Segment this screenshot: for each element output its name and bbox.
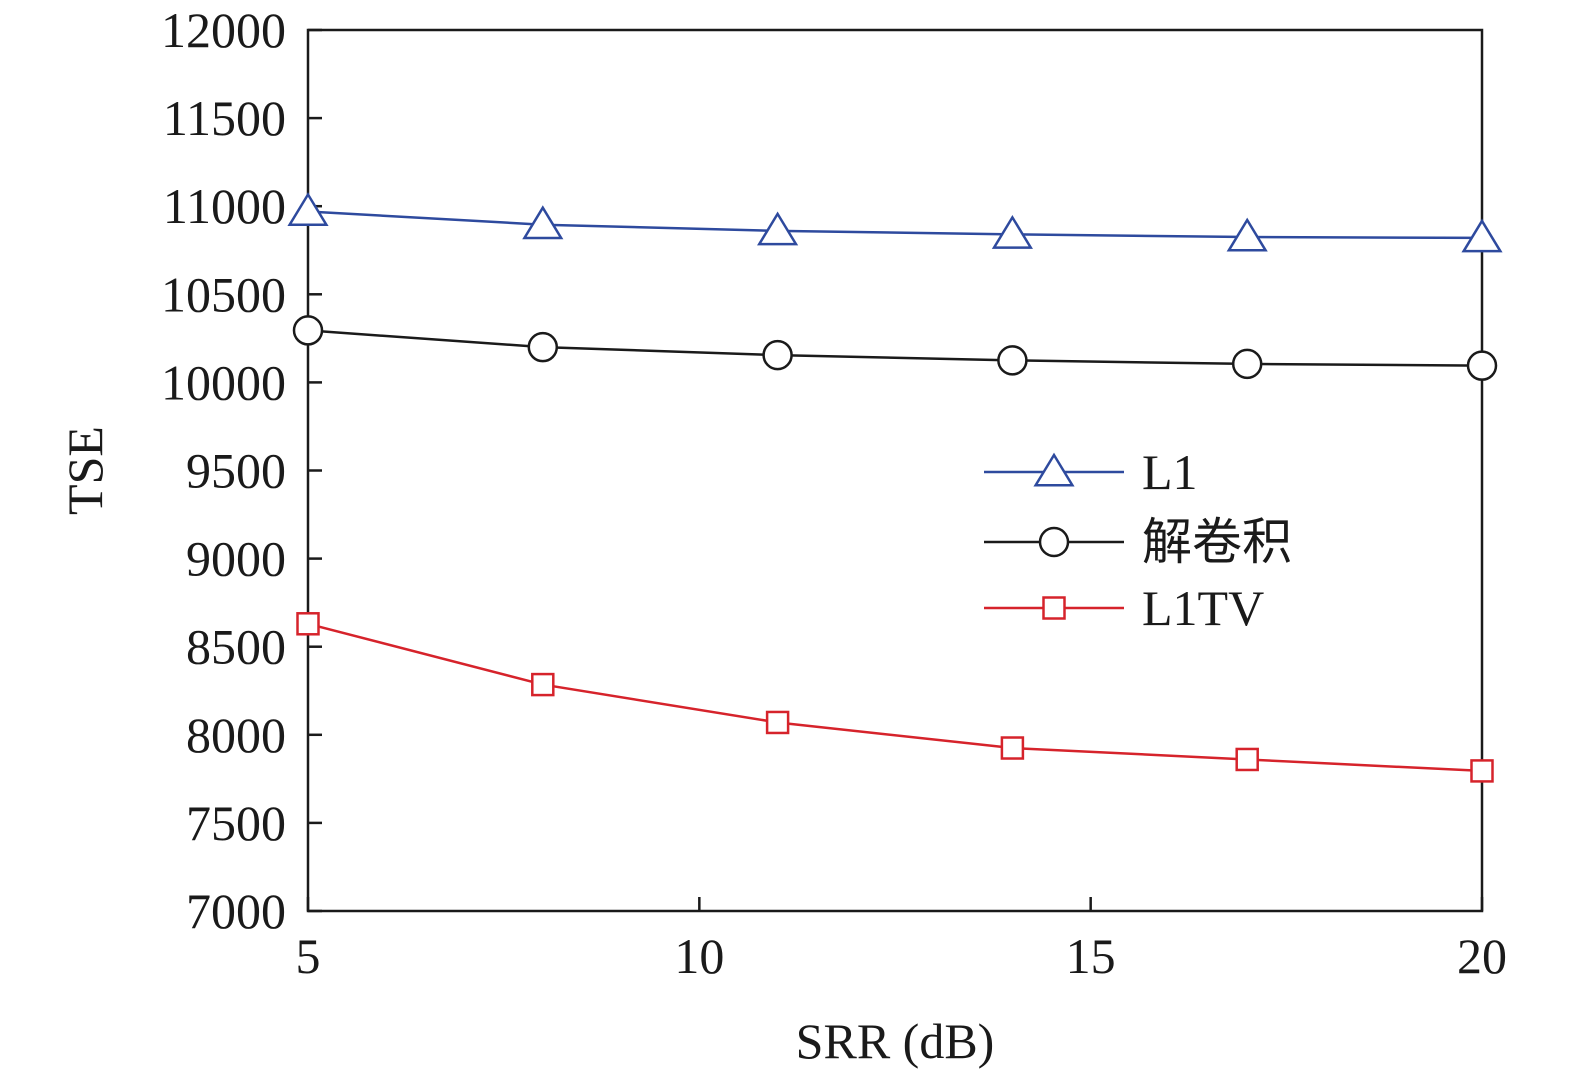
y-tick-label: 7500 [186, 795, 286, 851]
x-tick-label: 20 [1457, 928, 1507, 984]
data-point-marker [531, 672, 555, 697]
legend-entry: 解卷积 [984, 514, 1292, 570]
data-point-marker [1461, 218, 1503, 253]
y-tick-label: 12000 [161, 2, 286, 58]
legend-entry: L1TV [984, 580, 1264, 636]
data-point-marker [997, 345, 1028, 376]
data-point-marker [1231, 348, 1263, 380]
data-point-marker [757, 211, 799, 246]
data-point-marker [765, 710, 790, 735]
legend-marker [1042, 596, 1066, 620]
legend-label: L1 [1142, 444, 1198, 500]
x-axis-title: SRR (dB) [796, 1013, 995, 1069]
data-point-marker [991, 214, 1033, 249]
legend-label: 解卷积 [1142, 514, 1292, 570]
y-tick-label: 8000 [186, 707, 286, 763]
x-tick-label: 5 [296, 928, 321, 984]
legend-label: L1TV [1142, 580, 1264, 636]
data-point-marker [522, 205, 564, 240]
data-point-marker [1466, 350, 1498, 381]
data-point-marker [287, 192, 329, 226]
series-line [307, 622, 1483, 773]
data-point-marker [1000, 736, 1025, 760]
series-line [307, 210, 1483, 240]
data-point-marker [762, 339, 793, 371]
y-tick-label: 10000 [161, 354, 286, 410]
y-tick-label: 9000 [186, 531, 286, 587]
y-axis-title: TSE [57, 426, 113, 515]
y-tick-label: 10500 [161, 266, 286, 322]
series-line [307, 329, 1483, 367]
legend-marker [1033, 452, 1075, 487]
y-tick-label: 11000 [163, 178, 286, 234]
legend-entry: L1 [984, 444, 1198, 500]
legend-marker [1038, 526, 1070, 558]
data-point-marker [527, 331, 559, 363]
data-point-marker [296, 612, 320, 636]
y-tick-label: 11500 [163, 90, 286, 146]
y-tick-label: 7000 [186, 883, 286, 939]
x-tick-label: 15 [1066, 928, 1116, 984]
y-tick-label: 9500 [186, 443, 286, 499]
data-point-marker [1226, 217, 1268, 252]
data-point-marker [1470, 759, 1494, 783]
y-tick-label: 8500 [186, 619, 286, 675]
data-point-marker [292, 315, 324, 346]
series-1 [287, 192, 1503, 253]
series-2 [292, 315, 1498, 381]
series-3 [296, 612, 1494, 783]
x-tick-label: 10 [674, 928, 724, 984]
data-point-marker [1235, 747, 1259, 772]
